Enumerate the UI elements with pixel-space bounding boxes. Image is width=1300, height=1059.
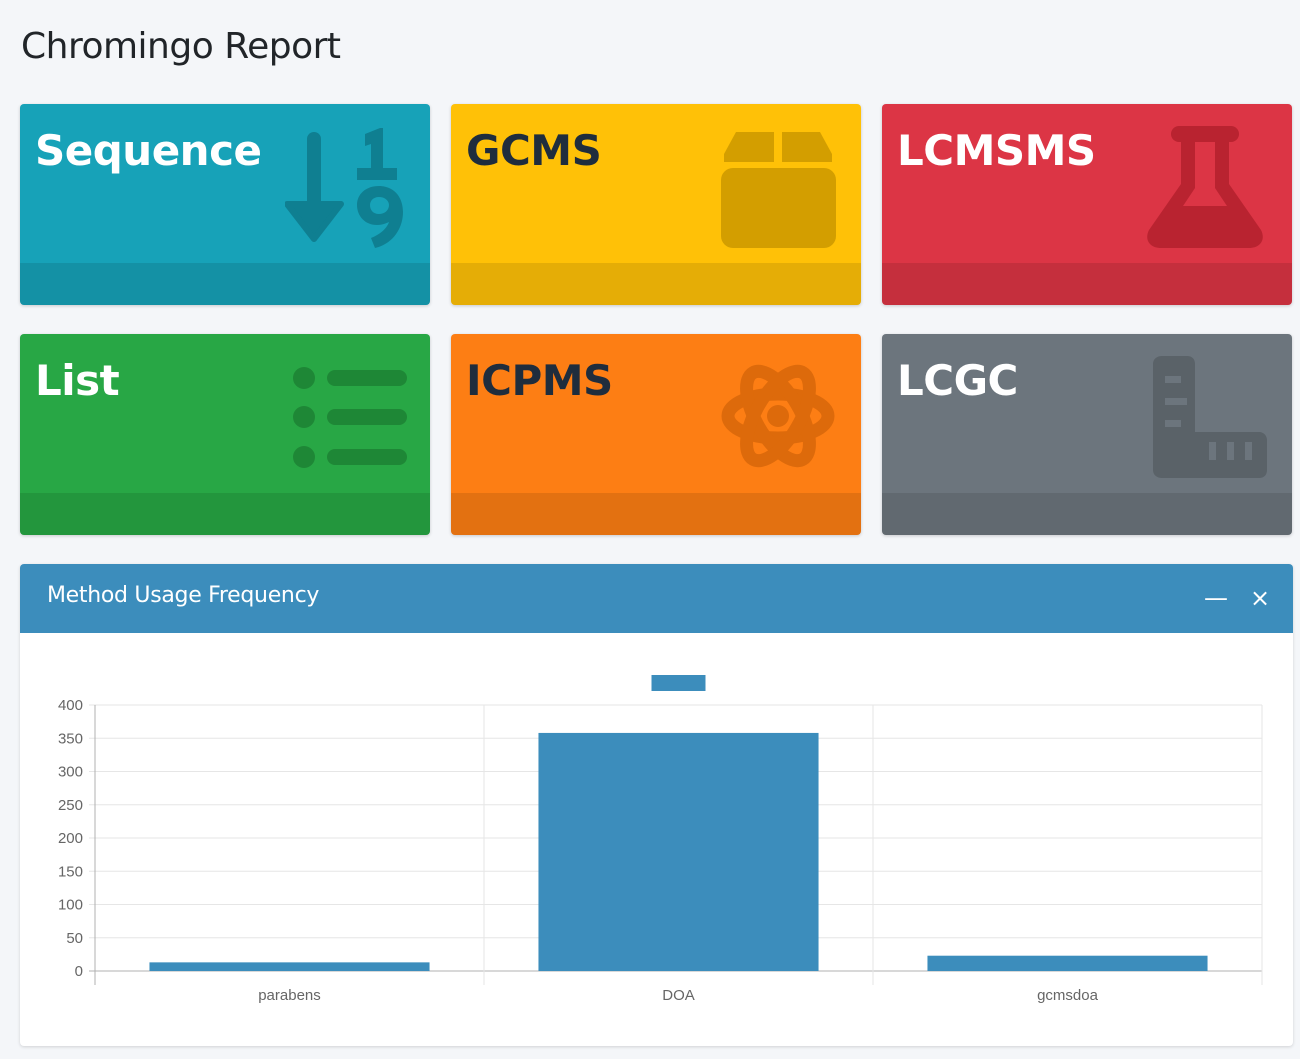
x-tick-label: DOA	[662, 987, 695, 1004]
y-tick-label: 300	[58, 764, 83, 781]
collapse-button[interactable]: —	[1201, 582, 1231, 614]
bar-parabens	[149, 962, 430, 971]
tile-lcgc-label: LCGC	[897, 356, 1018, 405]
y-tick-label: 400	[58, 697, 83, 714]
y-tick-label: 250	[58, 797, 83, 814]
y-tick-label: 50	[66, 930, 83, 947]
bar-DOA	[538, 732, 819, 971]
bar-chart: 0 50 100 150 200 250 300 350 400 parabens DOA gcmsd…	[58, 675, 1263, 1004]
chart-area: 0 50 100 150 200 250 300 350 400 parabens DOA gcmsd…	[20, 633, 1293, 1046]
remove-button[interactable]: ×	[1245, 582, 1275, 614]
x-tick-label: parabens	[258, 987, 321, 1004]
legend-swatch	[651, 675, 706, 691]
card-title: Method Usage Frequency	[47, 583, 320, 608]
tile-list-footer[interactable]	[20, 493, 430, 535]
y-tick-label: 100	[58, 897, 83, 914]
atom-icon	[716, 354, 841, 479]
tile-lcgc-footer[interactable]	[882, 493, 1292, 535]
page-title: Chromingo Report	[21, 26, 341, 67]
flask-icon	[1147, 124, 1272, 249]
card-header: Method Usage Frequency — ×	[20, 564, 1293, 633]
tile-list[interactable]: List	[20, 334, 430, 535]
tile-gcms-label: GCMS	[466, 126, 602, 175]
tile-gcms[interactable]: GCMS	[451, 104, 861, 305]
sort-numeric-down-icon	[285, 124, 410, 249]
tile-sequence-footer[interactable]	[20, 263, 430, 305]
method-usage-card: Method Usage Frequency — × 0 50 100 150 200 2…	[20, 564, 1293, 1046]
close-icon: ×	[1249, 584, 1271, 612]
tile-lcmsms-footer[interactable]	[882, 263, 1292, 305]
x-tick-label: gcmsdoa	[1037, 987, 1099, 1004]
tile-list-label: List	[35, 356, 120, 405]
bar-gcmsdoa	[927, 955, 1208, 971]
ruler-icon	[1147, 354, 1272, 479]
y-tick-label: 150	[58, 863, 83, 880]
tile-sequence-label: Sequence	[35, 126, 262, 175]
minus-icon: —	[1204, 584, 1228, 612]
y-tick-label: 350	[58, 730, 83, 747]
tile-icpms-label: ICPMS	[466, 356, 613, 405]
tile-lcmsms-label: LCMSMS	[897, 126, 1096, 175]
box-icon	[716, 124, 841, 249]
tile-lcgc[interactable]: LCGC	[882, 334, 1292, 535]
tile-lcmsms[interactable]: LCMSMS	[882, 104, 1292, 305]
tile-sequence[interactable]: Sequence	[20, 104, 430, 305]
y-tick-label: 200	[58, 830, 83, 847]
tile-gcms-footer[interactable]	[451, 263, 861, 305]
tile-icpms-footer[interactable]	[451, 493, 861, 535]
y-tick-label: 0	[75, 963, 83, 980]
list-icon	[285, 354, 410, 479]
tile-icpms[interactable]: ICPMS	[451, 334, 861, 535]
